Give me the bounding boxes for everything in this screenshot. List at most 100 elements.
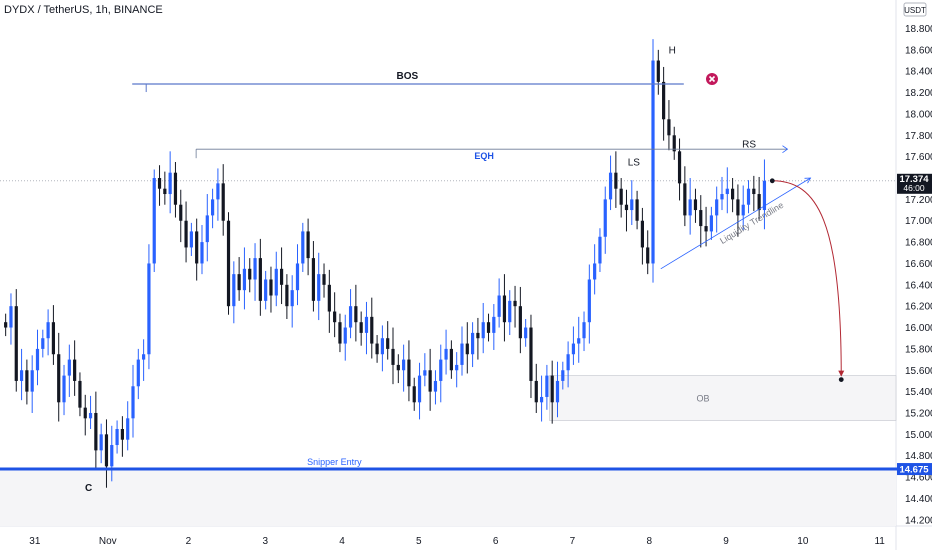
price-tick-label: 15.400 — [905, 387, 932, 398]
projection-path[interactable] — [769, 178, 845, 382]
bos-label: BOS — [396, 71, 418, 82]
time-tick-label: 6 — [493, 536, 499, 547]
candle-body — [444, 348, 448, 360]
time-axis[interactable]: 31 Nov 2 3 4 5 6 7 8 9 10 11 — [29, 536, 885, 547]
candle-body — [317, 274, 321, 301]
candle-body — [370, 316, 374, 344]
candle-body — [439, 359, 443, 381]
candle-body — [433, 380, 438, 392]
candle-body — [333, 311, 337, 323]
candle-body — [364, 316, 369, 333]
price-tick-label: 15.600 — [905, 366, 932, 377]
candle-body — [635, 199, 639, 221]
candle-body — [189, 231, 193, 248]
candle-body — [571, 343, 576, 355]
candle-body — [651, 60, 655, 264]
price-tick-label: 15.800 — [905, 344, 932, 355]
candle-body — [9, 306, 13, 328]
candle-body — [179, 204, 183, 221]
candle-body — [354, 306, 358, 323]
candle-body — [348, 306, 353, 328]
candle-body — [539, 396, 544, 403]
candles-layer — [4, 39, 767, 488]
candle-body — [253, 258, 257, 280]
candle-body — [555, 380, 560, 403]
candle-body — [471, 332, 475, 355]
currency-badge[interactable]: USDT — [903, 2, 927, 17]
candle-body — [672, 135, 676, 152]
countdown-value: 46:00 — [903, 183, 925, 193]
candle-body — [656, 60, 660, 82]
price-tick-label: 15.200 — [905, 408, 932, 419]
candle-body — [566, 354, 570, 371]
price-tick-label: 18.400 — [905, 67, 932, 78]
candle-body — [104, 434, 109, 467]
candle-body — [359, 322, 363, 333]
candle-body — [402, 359, 406, 371]
candle-body — [391, 348, 395, 365]
candle-body — [412, 386, 416, 403]
projection-end-dot — [838, 377, 844, 382]
candle-body — [492, 316, 496, 333]
price-tick-label: 14.800 — [905, 451, 932, 462]
candle-body — [78, 380, 82, 408]
candle-body — [264, 279, 268, 301]
candle-body — [677, 151, 682, 184]
candle-body — [375, 343, 379, 355]
candle-body — [720, 194, 724, 200]
candle-body — [226, 220, 231, 307]
price-tick-label: 14.200 — [905, 515, 932, 526]
candle-body — [667, 119, 671, 136]
candle-body — [343, 327, 347, 344]
price-axis[interactable]: 18.800 18.600 18.400 18.200 18.000 17.800 17.6… — [905, 24, 932, 526]
candle-body — [295, 263, 300, 291]
candle-body — [693, 199, 698, 211]
candle-body — [725, 188, 729, 195]
candle-body — [120, 429, 124, 440]
candle-body — [508, 300, 512, 323]
candle-body — [51, 322, 56, 355]
candle-body — [152, 178, 156, 264]
candle-body — [306, 231, 310, 259]
candle-body — [83, 407, 87, 419]
price-tick-label: 18.000 — [905, 109, 932, 120]
candle-body — [587, 279, 591, 323]
liquidity-trendline[interactable]: Liquidity Trendline — [660, 177, 812, 270]
bos-level[interactable]: BOS — [132, 71, 684, 93]
price-tick-label: 16.600 — [905, 259, 932, 270]
candle-body — [497, 295, 501, 317]
candle-body — [646, 247, 650, 264]
snipper-entry-level[interactable]: Snipper Entry — [0, 457, 932, 471]
candle-body — [94, 412, 98, 451]
price-tick-label: 14.400 — [905, 494, 932, 505]
candle-body — [449, 348, 453, 371]
candle-body — [704, 226, 708, 232]
candle-body — [110, 445, 114, 467]
candle-body — [35, 348, 40, 371]
candle-body — [216, 183, 220, 200]
cancel-icon[interactable] — [706, 73, 718, 85]
price-tick-label: 14.600 — [905, 473, 932, 484]
price-tick-label: 16.200 — [905, 302, 932, 313]
candle-body — [67, 359, 71, 376]
candle-body — [640, 220, 644, 248]
price-tick-label: 18.200 — [905, 88, 932, 99]
candle-body — [157, 178, 162, 189]
chart-title: DYDX / TetherUS, 1h, BINANCE — [4, 4, 163, 16]
eqh-level[interactable]: EQH — [195, 145, 789, 162]
candle-body — [311, 258, 316, 301]
candle-body — [163, 188, 167, 195]
trendline-line[interactable] — [660, 177, 811, 270]
candle-body — [322, 274, 326, 285]
candle-body — [550, 375, 554, 403]
projection-curve[interactable] — [772, 180, 842, 376]
candle-body — [662, 81, 666, 120]
time-tick-label: 8 — [646, 536, 652, 547]
candle-body — [428, 370, 432, 392]
candle-body — [752, 188, 756, 195]
candle-body — [407, 359, 411, 387]
candle-body — [603, 199, 607, 237]
candle-body — [242, 268, 247, 291]
